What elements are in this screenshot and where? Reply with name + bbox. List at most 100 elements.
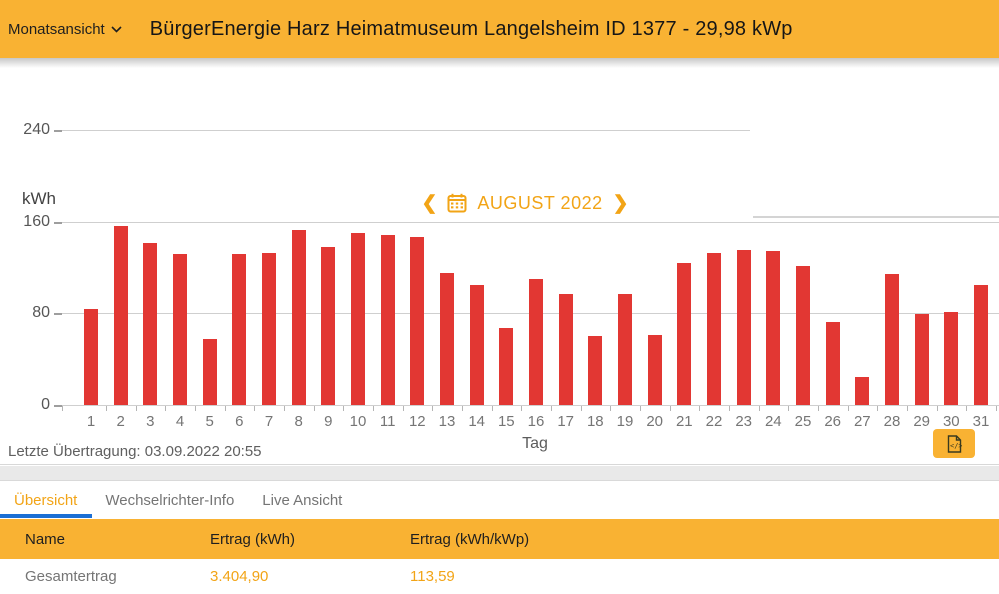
tab-live-ansicht[interactable]: Live Ansicht: [262, 491, 343, 509]
x-tick-label: 12: [408, 413, 426, 430]
tab-uebersicht[interactable]: Übersicht: [14, 491, 78, 509]
x-tick-label: 13: [438, 413, 456, 430]
view-selector-label: Monatsansicht: [8, 20, 105, 38]
x-axis-tick: [313, 406, 315, 411]
page-title: BürgerEnergie Harz Heimatmuseum Langelsh…: [149, 17, 793, 40]
total-row-ertrag-kwh: 3.404,90: [210, 568, 269, 585]
chart-bar-day-20: [647, 335, 662, 405]
chart-bar-day-7: [262, 253, 276, 405]
chart-bar-day-10: [351, 233, 365, 405]
x-tick-label: 11: [379, 413, 396, 430]
month-label: AUGUST 2022: [477, 192, 603, 213]
gridline-160: [62, 221, 999, 223]
x-tick-label: 31: [972, 413, 990, 430]
x-axis-tick: [936, 406, 938, 411]
section-divider: [0, 466, 999, 480]
x-tick-label: 3: [146, 413, 155, 430]
x-axis-tick: [995, 406, 997, 411]
view-selector-dropdown[interactable]: Monatsansicht: [8, 21, 122, 38]
x-axis-tick: [402, 406, 404, 411]
x-axis-tick: [758, 406, 760, 411]
x-axis-tick: [105, 406, 107, 411]
x-axis-tick: [135, 406, 137, 411]
table-header-row: Name Ertrag (kWh) Ertrag (kWh/kWp): [0, 519, 999, 559]
chart-bar-day-23: [736, 250, 751, 405]
chart-card: kWh ❮ AUGUST 2022 ❯ 240 160 80 0 1 2 3: [0, 88, 999, 465]
chart-bar-day-28: [885, 274, 899, 405]
x-tick-label: 26: [824, 413, 842, 430]
y-tick-0: [54, 405, 62, 407]
x-tick-label: 10: [349, 413, 367, 430]
chart-bar-day-13: [440, 273, 454, 405]
x-axis-tick: [877, 406, 879, 411]
chart-bar-day-26: [825, 322, 840, 405]
chart-bar-day-30: [944, 312, 959, 405]
y-tick-label-240: 240: [23, 121, 50, 138]
x-tick-label: 25: [794, 413, 812, 430]
x-tick-label: 16: [527, 413, 545, 430]
chart-bar-day-6: [232, 254, 247, 405]
x-axis-tick: [788, 406, 790, 411]
chart-bar-day-8: [291, 230, 306, 405]
x-axis-tick: [491, 406, 493, 411]
tab-wechselrichter-info[interactable]: Wechselrichter-Info: [105, 491, 235, 509]
x-tick-label: 5: [205, 413, 214, 430]
chart-bar-day-19: [618, 294, 632, 405]
x-tick-label: 28: [883, 413, 901, 430]
chart-bar-day-27: [855, 377, 870, 405]
chart-bar-day-21: [677, 263, 692, 405]
nav-divider: [753, 216, 999, 218]
x-tick-label: 8: [294, 413, 303, 430]
last-transmission-text: Letzte Übertragung: 03.09.2022 20:55: [8, 443, 262, 460]
x-tick-label: 2: [116, 413, 125, 430]
chart-bar-day-11: [380, 235, 395, 405]
column-header-ertrag-kwh: Ertrag (kWh): [210, 530, 296, 548]
header-shadow: [0, 58, 999, 68]
y-tick-160: [54, 221, 62, 224]
y-tick-label-160: 160: [23, 212, 50, 230]
x-axis-tick: [966, 406, 968, 411]
gridline-0: [62, 405, 999, 406]
x-tick-label: 18: [586, 413, 604, 430]
x-tick-label: 14: [468, 413, 486, 430]
x-axis-tick: [254, 406, 256, 411]
chart-bar-day-2: [113, 226, 128, 405]
x-axis-tick: [847, 406, 849, 411]
x-axis-tick: [461, 406, 463, 411]
total-row-name: Gesamtertrag: [25, 568, 117, 585]
x-tick-label: 9: [324, 413, 333, 430]
y-tick-240: [54, 130, 62, 132]
app-header: Monatsansicht BürgerEnergie Harz Heimatm…: [0, 0, 999, 58]
x-axis-tick: [639, 406, 641, 411]
x-tick-label: 27: [853, 413, 871, 430]
x-tick-label: 7: [264, 413, 274, 430]
x-axis-tick: [283, 406, 285, 411]
x-axis-tick: [728, 406, 730, 411]
x-axis-tick: [224, 406, 226, 411]
x-axis-tick: [550, 406, 552, 411]
x-tick-label: 15: [497, 413, 515, 430]
chart-bar-day-29: [914, 314, 929, 405]
x-tick-label: 21: [675, 413, 693, 430]
chart-bar-day-15: [499, 328, 514, 405]
x-axis-tick: [432, 406, 434, 411]
x-tick-label: 24: [764, 413, 782, 430]
svg-text:</>: </>: [950, 442, 962, 450]
prev-month-button[interactable]: ❮: [421, 192, 438, 214]
chart-bar-day-17: [558, 294, 573, 405]
x-tick-label: 1: [86, 413, 96, 430]
chart-bar-day-4: [173, 254, 187, 405]
chart-bar-day-24: [766, 251, 781, 405]
export-button[interactable]: </>: [933, 429, 975, 458]
next-month-button[interactable]: ❯: [612, 192, 629, 214]
x-axis-tick: [521, 406, 523, 411]
calendar-icon[interactable]: [447, 193, 467, 213]
chart-bar-day-3: [143, 243, 158, 405]
x-tick-label: 4: [175, 413, 185, 430]
x-axis-tick: [165, 406, 167, 411]
chart-bar-day-14: [469, 285, 484, 405]
x-tick-label: 6: [235, 413, 244, 430]
export-file-icon: </>: [947, 434, 962, 453]
x-axis-tick: [906, 406, 908, 411]
active-tab-underline: [0, 514, 92, 518]
